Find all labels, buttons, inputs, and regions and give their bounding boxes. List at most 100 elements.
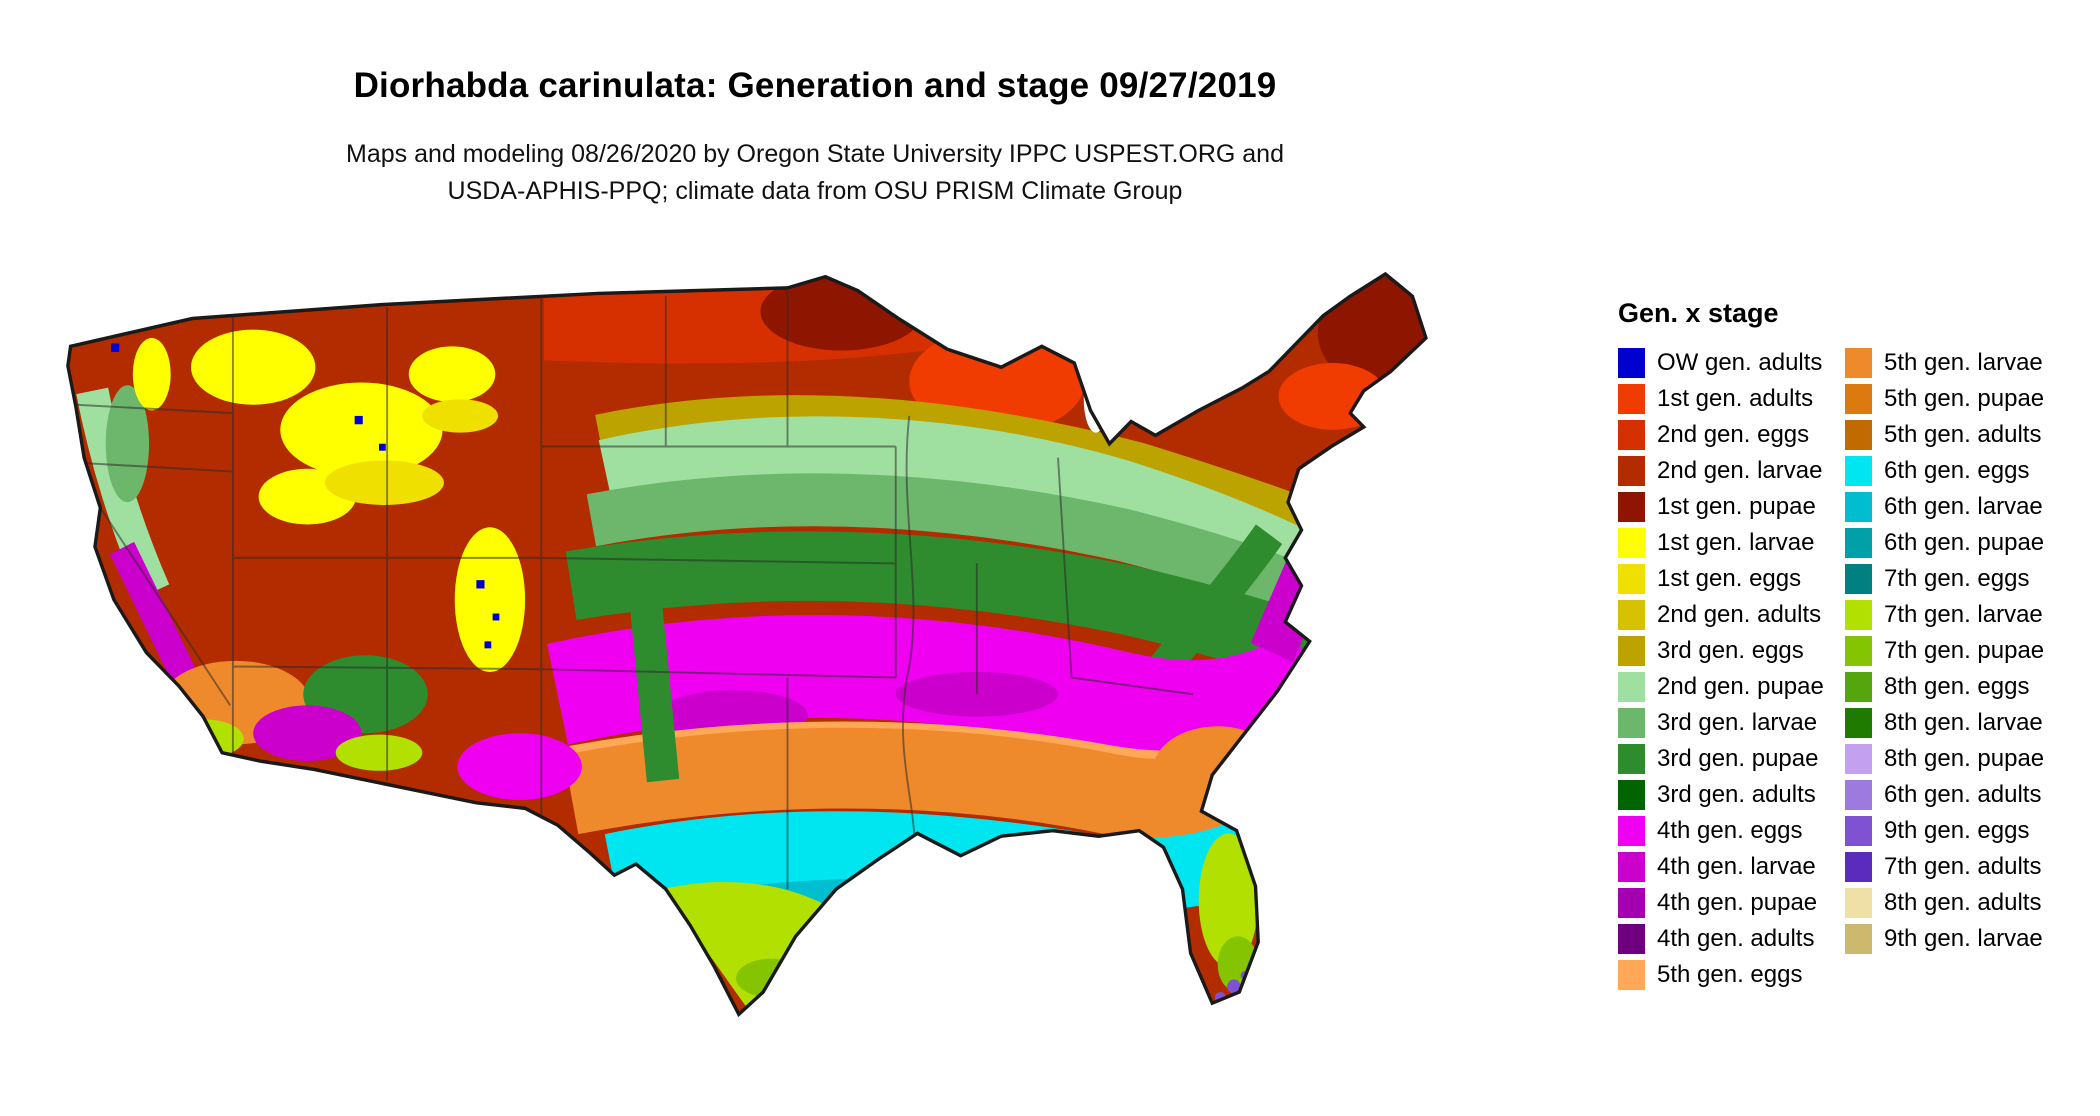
legend-label: 5th gen. larvae	[1884, 349, 2043, 376]
map-region-gen3-larvae-coast	[105, 385, 150, 503]
legend-label: 1st gen. pupae	[1657, 493, 1816, 520]
map-band-gen3-eggs	[595, 395, 1368, 550]
legend-item: 5th gen. pupae	[1845, 381, 2058, 417]
legend-label: 9th gen. larvae	[1884, 925, 2043, 952]
legend-item: 6th gen. adults	[1845, 777, 2058, 813]
us-map	[30, 235, 1545, 1070]
legend-swatch	[1618, 744, 1645, 774]
legend-swatch	[1845, 924, 1872, 954]
legend-swatch	[1845, 420, 1872, 450]
map-blobs-gen1-larvae	[132, 329, 526, 672]
legend-swatch	[1618, 888, 1645, 918]
map-wedge-gen3-pupae-texas	[629, 597, 680, 783]
legend-label: 7th gen. adults	[1884, 853, 2042, 880]
legend-label: 4th gen. adults	[1657, 925, 1815, 952]
legend-swatch	[1618, 492, 1645, 522]
legend-item: 1st gen. larvae	[1618, 525, 1831, 561]
legend-label: OW gen. adults	[1657, 349, 1823, 376]
legend-label: 2nd gen. eggs	[1657, 421, 1810, 448]
legend-item: 2nd gen. pupae	[1618, 669, 1831, 705]
legend-swatch	[1618, 780, 1645, 810]
legend-swatch	[1618, 636, 1645, 666]
legend-item: 4th gen. larvae	[1618, 849, 1831, 885]
legend-column-1: OW gen. adults 1st gen. adults 2nd gen. …	[1618, 345, 1831, 993]
legend-swatch	[1845, 852, 1872, 882]
legend-label: 2nd gen. larvae	[1657, 457, 1823, 484]
legend-label: 5th gen. eggs	[1657, 961, 1803, 988]
legend-label: 8th gen. eggs	[1884, 673, 2030, 700]
figure-title: Diorhabda carinulata: Generation and sta…	[353, 66, 1277, 105]
legend-item: 3rd gen. larvae	[1618, 705, 1831, 741]
legend-item: 8th gen. eggs	[1845, 669, 2058, 705]
legend-item: 3rd gen. eggs	[1618, 633, 1831, 669]
figure-header: Diorhabda carinulata: Generation and sta…	[165, 66, 1465, 210]
legend-swatch	[1618, 924, 1645, 954]
legend-item: 6th gen. larvae	[1845, 489, 2058, 525]
legend-label: 6th gen. eggs	[1884, 457, 2030, 484]
legend-item: 2nd gen. eggs	[1618, 417, 1831, 453]
figure-subtitle: Maps and modeling 08/26/2020 by Oregon S…	[165, 136, 1465, 210]
legend-swatch	[1618, 528, 1645, 558]
legend-label: 5th gen. adults	[1884, 421, 2042, 448]
legend-item: 6th gen. eggs	[1845, 453, 2058, 489]
legend-label: 1st gen. larvae	[1657, 529, 1815, 556]
legend-swatch	[1618, 348, 1645, 378]
legend-label: 8th gen. pupae	[1884, 745, 2045, 772]
state-borders	[75, 290, 1194, 890]
legend-item: 1st gen. adults	[1618, 381, 1831, 417]
legend-item: 3rd gen. adults	[1618, 777, 1831, 813]
legend-label: 2nd gen. adults	[1657, 601, 1822, 628]
legend-item: 7th gen. larvae	[1845, 597, 2058, 633]
legend-label: 8th gen. adults	[1884, 889, 2042, 916]
legend-swatch	[1618, 852, 1645, 882]
legend-swatch	[1618, 960, 1645, 990]
map-specks-ow-adults	[111, 343, 500, 649]
legend-swatch	[1845, 744, 1872, 774]
legend-label: 9th gen. eggs	[1884, 817, 2030, 844]
us-outline	[66, 271, 1428, 1018]
map-region-gen1-adults-newengland	[1278, 363, 1387, 430]
legend-swatch	[1618, 456, 1645, 486]
legend-item: 2nd gen. adults	[1618, 597, 1831, 633]
legend-label: 2nd gen. pupae	[1657, 673, 1824, 700]
legend-swatch	[1845, 384, 1872, 414]
legend-column-2: 5th gen. larvae 5th gen. pupae 5th gen. …	[1845, 345, 2058, 957]
legend-label: 5th gen. pupae	[1884, 385, 2045, 412]
legend-label: 4th gen. pupae	[1657, 889, 1818, 916]
legend-title: Gen. x stage	[1618, 298, 1779, 328]
legend-label: 1st gen. eggs	[1657, 565, 1802, 592]
legend-swatch	[1845, 780, 1872, 810]
legend-item: 8th gen. larvae	[1845, 705, 2058, 741]
legend-label: 6th gen. pupae	[1884, 529, 2045, 556]
legend-swatch	[1845, 888, 1872, 918]
legend-item: 5th gen. eggs	[1618, 957, 1831, 993]
legend-swatch	[1845, 456, 1872, 486]
map-region-gen7-larvae-florida	[1198, 833, 1259, 968]
map-blobs-gen1-eggs	[324, 399, 499, 505]
legend-swatch	[1618, 672, 1645, 702]
legend-label: 4th gen. eggs	[1657, 817, 1803, 844]
legend-label: 1st gen. adults	[1657, 385, 1814, 412]
legend-swatch	[1845, 816, 1872, 846]
legend-item: 7th gen. pupae	[1845, 633, 2058, 669]
us-map-svg	[66, 271, 1428, 1018]
map-strip-gen4-larvae-centralvalley	[109, 541, 202, 694]
legend-label: 8th gen. larvae	[1884, 709, 2043, 736]
legend-swatch	[1845, 708, 1872, 738]
legend-item: 3rd gen. pupae	[1618, 741, 1831, 777]
map-region-gen7-larvae-socal	[162, 719, 244, 759]
legend-swatch	[1845, 600, 1872, 630]
legend-label: 7th gen. pupae	[1884, 637, 2045, 664]
great-lakes	[1083, 365, 1151, 433]
legend-item: 9th gen. larvae	[1845, 921, 2058, 957]
legend-label: 7th gen. larvae	[1884, 601, 2043, 628]
legend-item: 5th gen. larvae	[1845, 345, 2058, 381]
legend-swatch	[1845, 672, 1872, 702]
legend-swatch	[1618, 708, 1645, 738]
legend-swatch	[1618, 564, 1645, 594]
legend-columns: OW gen. adults 1st gen. adults 2nd gen. …	[1618, 345, 2058, 993]
legend-label: 3rd gen. larvae	[1657, 709, 1818, 736]
legend-swatch	[1618, 600, 1645, 630]
map-region-gen7-larvae-azse	[335, 734, 423, 771]
legend-item: 4th gen. adults	[1618, 921, 1831, 957]
